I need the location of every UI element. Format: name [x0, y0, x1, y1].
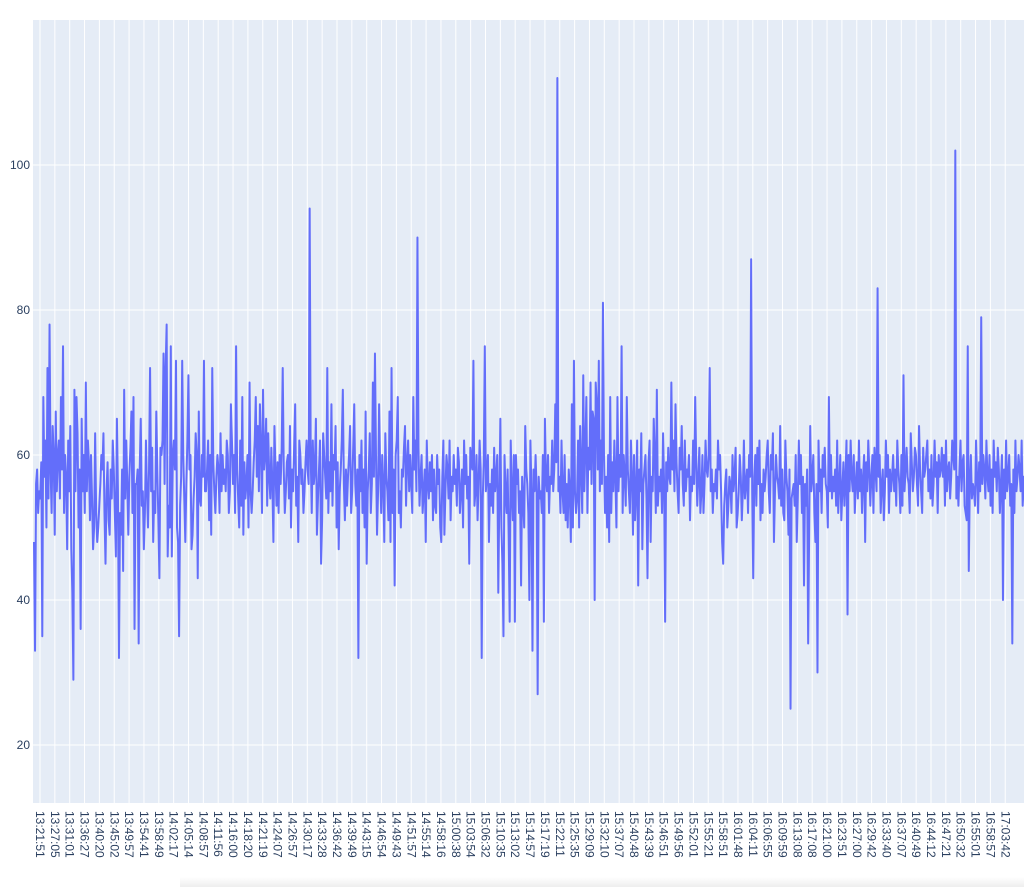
x-tick-label: 16:21:00 [820, 811, 834, 858]
x-tick-label: 15:37:07 [612, 811, 626, 858]
x-tick-label: 16:44:12 [924, 811, 938, 858]
x-tick-label: 17:03:42 [998, 811, 1012, 858]
x-tick-label: 16:33:40 [879, 811, 893, 858]
x-tick-label: 14:36:42 [330, 811, 344, 858]
x-tick-label: 16:01:48 [731, 811, 745, 858]
x-tick-label: 15:13:02 [508, 811, 522, 858]
x-tick-label: 14:58:16 [434, 811, 448, 858]
x-tick-label: 13:36:27 [78, 811, 92, 858]
x-tick-label: 15:00:38 [449, 811, 463, 858]
x-tick-label: 16:13:08 [790, 811, 804, 858]
x-tick-label: 16:50:32 [954, 811, 968, 858]
x-gridlines [39, 20, 1006, 803]
x-tick-label: 13:58:49 [152, 811, 166, 858]
x-tick-label: 16:37:07 [894, 811, 908, 858]
x-tick-label: 15:10:35 [493, 811, 507, 858]
x-tick-label: 13:27:05 [48, 811, 62, 858]
x-tick-label: 14:11:56 [211, 811, 225, 857]
series-line [33, 77, 1024, 710]
x-tick-label: 14:49:43 [389, 811, 403, 858]
x-tick-label: 14:46:54 [375, 811, 389, 858]
x-tick-label: 14:30:17 [300, 811, 314, 858]
x-tick-label: 16:27:00 [850, 811, 864, 858]
y-axis-tick-labels: 20 40 60 80 100 [10, 158, 30, 752]
x-tick-label: 13:45:02 [107, 811, 121, 858]
x-tick-label: 15:25:35 [568, 811, 582, 858]
x-tick-label: 16:58:57 [983, 811, 997, 858]
x-tick-label: 13:31:01 [63, 811, 77, 858]
x-axis-tick-labels: 13:21:51 13:27:05 13:31:01 13:36:27 13:40:20… [33, 811, 1012, 858]
x-tick-label: 14:05:14 [182, 811, 196, 858]
x-tick-label: 14:43:15 [360, 811, 374, 858]
x-tick-label: 14:33:28 [315, 811, 329, 858]
x-tick-label: 14:39:49 [345, 811, 359, 858]
bottom-edge-shadow [180, 877, 1024, 887]
x-tick-label: 14:26:57 [285, 811, 299, 858]
x-tick-label: 14:16:00 [226, 811, 240, 858]
x-tick-label: 13:21:51 [33, 811, 47, 858]
x-tick-label: 14:21:19 [256, 811, 270, 858]
x-tick-label: 13:54:41 [137, 811, 151, 858]
y-tick-label: 80 [17, 303, 31, 317]
x-tick-label: 14:24:07 [271, 811, 285, 858]
x-tick-label: 16:17:08 [805, 811, 819, 858]
x-tick-label: 14:51:57 [404, 811, 418, 858]
x-tick-label: 15:17:19 [538, 811, 552, 858]
x-tick-label: 13:49:57 [122, 811, 136, 858]
y-tick-label: 40 [17, 593, 31, 607]
y-tick-label: 60 [17, 448, 31, 462]
x-tick-label: 16:04:11 [746, 811, 760, 857]
x-tick-label: 13:40:20 [92, 811, 106, 858]
x-tick-label: 16:29:42 [865, 811, 879, 858]
x-tick-label: 15:14:57 [523, 811, 537, 858]
x-tick-label: 16:40:49 [909, 811, 923, 858]
x-tick-label: 14:18:20 [241, 811, 255, 858]
x-tick-label: 15:49:56 [672, 811, 686, 858]
x-tick-label: 15:46:51 [657, 811, 671, 858]
x-tick-label: 16:55:01 [969, 811, 983, 858]
x-tick-label: 15:29:09 [582, 811, 596, 858]
x-tick-label: 15:06:32 [479, 811, 493, 858]
x-tick-label: 16:23:51 [835, 811, 849, 858]
x-tick-label: 14:55:14 [419, 811, 433, 858]
x-tick-label: 15:22:11 [553, 811, 567, 857]
x-tick-label: 15:58:51 [716, 811, 730, 858]
y-tick-label: 100 [10, 158, 30, 172]
x-tick-label: 15:40:48 [627, 811, 641, 858]
series-layer [33, 77, 1024, 710]
y-tick-label: 20 [17, 738, 31, 752]
x-tick-label: 14:08:57 [196, 811, 210, 858]
x-tick-label: 14:02:17 [167, 811, 181, 858]
x-tick-label: 16:06:55 [761, 811, 775, 858]
x-tick-label: 15:03:54 [464, 811, 478, 858]
x-tick-label: 15:52:01 [686, 811, 700, 858]
x-tick-label: 15:55:21 [701, 811, 715, 858]
x-tick-label: 16:09:59 [776, 811, 790, 858]
x-tick-label: 15:32:10 [597, 811, 611, 858]
x-tick-label: 15:43:39 [642, 811, 656, 858]
x-tick-label: 16:47:21 [939, 811, 953, 858]
